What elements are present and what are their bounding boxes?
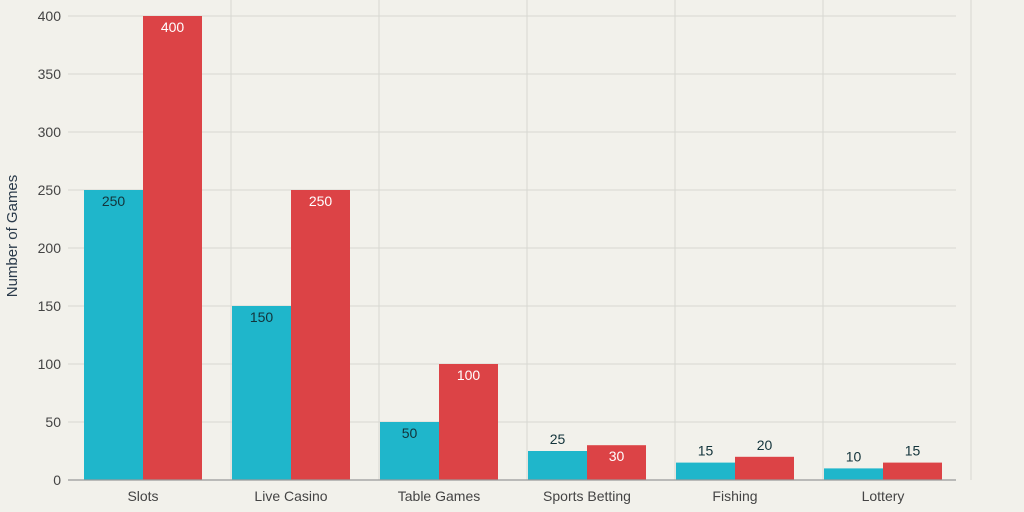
- y-tick-label: 400: [38, 8, 62, 24]
- data-label: 10: [846, 448, 862, 464]
- y-tick-label: 350: [38, 66, 62, 82]
- y-tick-label: 100: [38, 356, 62, 372]
- bar-layer: [84, 16, 942, 480]
- data-label: 400: [161, 19, 185, 35]
- data-label: 30: [609, 448, 625, 464]
- data-label: 25: [550, 431, 566, 447]
- x-tick-label: Table Games: [398, 488, 480, 504]
- x-tick-label: Sports Betting: [543, 488, 631, 504]
- x-tick-label: Lottery: [862, 488, 905, 504]
- y-tick-label: 300: [38, 124, 62, 140]
- bar-fishing-series-1: [676, 462, 735, 480]
- y-axis-title: Number of Games: [4, 175, 21, 298]
- bar-live-casino-series-1: [232, 306, 291, 480]
- bar-lottery-series-1: [824, 468, 883, 480]
- bar-table-games-series-2: [439, 364, 498, 480]
- bar-slots-series-1: [84, 190, 143, 480]
- grid-layer: [68, 0, 972, 481]
- x-tick-label: Live Casino: [254, 488, 327, 504]
- bar-live-casino-series-2: [291, 190, 350, 480]
- bar-table-games-series-1: [380, 422, 439, 480]
- data-label: 50: [402, 425, 418, 441]
- bar-lottery-series-2: [883, 462, 942, 480]
- bar-slots-series-2: [143, 16, 202, 480]
- y-tick-label: 200: [38, 240, 62, 256]
- data-label: 15: [905, 443, 921, 459]
- data-label: 250: [309, 193, 333, 209]
- bar-sports-betting-series-1: [528, 451, 587, 480]
- data-label: 100: [457, 367, 481, 383]
- x-tick-label: Slots: [127, 488, 158, 504]
- bar-sports-betting-series-2: [587, 445, 646, 480]
- y-tick-label: 0: [53, 472, 61, 488]
- y-tick-label: 150: [38, 298, 62, 314]
- data-label: 20: [757, 437, 773, 453]
- x-tick-label: Fishing: [712, 488, 757, 504]
- data-label: 15: [698, 443, 714, 459]
- y-tick-label: 250: [38, 182, 62, 198]
- label-layer: 0 50 100 150 200 250 300 350 400 250 400 Slots 150 25…: [38, 8, 921, 504]
- data-label: 250: [102, 193, 126, 209]
- y-tick-label: 50: [45, 414, 61, 430]
- bar-fishing-series-2: [735, 456, 794, 480]
- data-label: 150: [250, 309, 274, 325]
